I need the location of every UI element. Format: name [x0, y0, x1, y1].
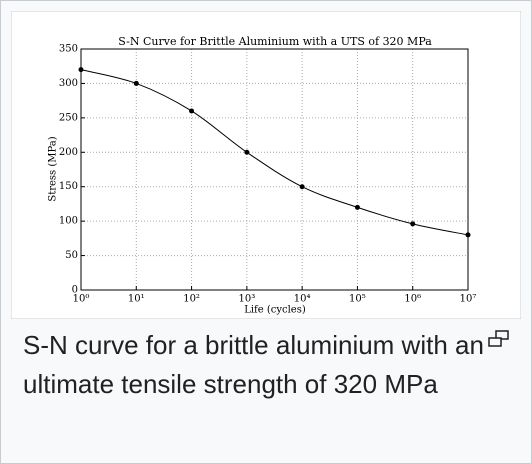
x-tick-label: 10⁵	[349, 294, 366, 305]
data-point	[354, 204, 360, 210]
y-tick-label: 300	[59, 78, 78, 89]
y-tick-label: 50	[65, 250, 78, 261]
x-tick-label: 10¹	[128, 294, 145, 305]
y-tick-label: 0	[72, 285, 78, 296]
x-tick-label: 10⁰	[73, 294, 90, 305]
data-point	[189, 108, 195, 114]
data-point	[465, 232, 471, 238]
x-tick-label: 10⁶	[404, 294, 421, 305]
x-axis-label: Life (cycles)	[244, 305, 306, 316]
caption: S-N curve for a brittle aluminium with a…	[23, 330, 484, 399]
y-tick-label: 200	[59, 147, 78, 158]
data-point	[299, 184, 305, 190]
enlarge-icon[interactable]	[488, 330, 510, 348]
plot-frame	[80, 48, 469, 291]
x-tick-label: 10⁴	[294, 294, 311, 305]
data-point	[410, 221, 416, 227]
curve	[80, 69, 469, 236]
chart-title: S-N Curve for Brittle Aluminium with a U…	[118, 35, 432, 48]
chart: S-N Curve for Brittle Aluminium with a U…	[11, 11, 521, 319]
x-tick-label: 10²	[183, 294, 200, 305]
data-point	[78, 67, 84, 73]
y-tick-label: 100	[59, 216, 78, 227]
y-tick-label: 250	[59, 112, 78, 123]
data-point	[244, 149, 250, 155]
x-tick-label: 10³	[238, 294, 255, 305]
data-point	[133, 80, 139, 86]
y-tick-label: 150	[59, 181, 78, 192]
y-tick-label: 350	[59, 44, 78, 55]
x-tick-label: 10⁷	[460, 294, 477, 305]
y-axis-label: Stress (MPa)	[48, 136, 59, 201]
